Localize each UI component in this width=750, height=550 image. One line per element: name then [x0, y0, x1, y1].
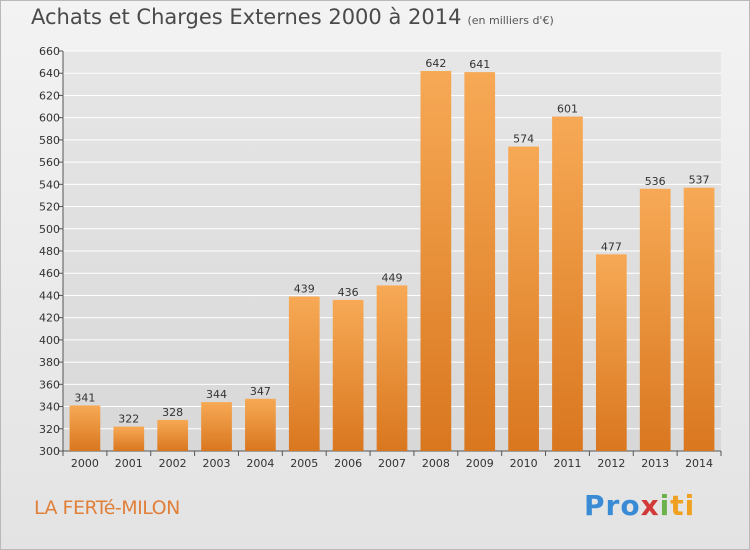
bar: [113, 426, 145, 451]
data-label: 347: [250, 385, 271, 398]
bar: [508, 146, 539, 452]
logo-part-2: x: [640, 489, 660, 522]
bar: [288, 296, 320, 451]
chart-title-text: Achats et Charges Externes 2000 à 2014: [31, 5, 462, 29]
proxiti-logo: Proxiti: [584, 489, 695, 522]
chart-title: Achats et Charges Externes 2000 à 2014 (e…: [31, 5, 554, 29]
data-label: 574: [513, 133, 534, 146]
commune-name: LA FERTé-MILON: [34, 497, 180, 519]
bar: [552, 116, 583, 452]
y-tick-label: 380: [39, 356, 60, 369]
x-tick-label: 2001: [115, 457, 143, 470]
data-label: 601: [557, 103, 578, 116]
logo-part-1: Pro: [584, 489, 641, 522]
y-tick-label: 540: [39, 178, 60, 191]
y-tick-label: 580: [39, 134, 60, 147]
y-tick-label: 400: [39, 334, 60, 347]
x-tick-label: 2010: [510, 457, 538, 470]
x-tick-label: 2002: [159, 457, 187, 470]
x-tick-label: 2000: [71, 457, 99, 470]
y-tick-label: 500: [39, 223, 60, 236]
y-tick-label: 600: [39, 112, 60, 125]
data-label: 536: [645, 175, 666, 188]
bar: [157, 419, 189, 451]
y-tick-label: 340: [39, 401, 60, 414]
y-tick-label: 560: [39, 156, 60, 169]
bar: [420, 71, 452, 451]
bar: [464, 72, 496, 451]
x-tick-label: 2004: [246, 457, 274, 470]
data-label: 322: [118, 413, 139, 426]
y-tick-label: 320: [39, 423, 60, 436]
x-tick-label: 2007: [378, 457, 406, 470]
y-tick-label: 520: [39, 201, 60, 214]
logo-part-4: ti: [670, 489, 696, 522]
data-label: 477: [601, 240, 622, 253]
bar: [639, 188, 671, 451]
data-label: 328: [162, 406, 183, 419]
x-tick-label: 2005: [290, 457, 318, 470]
data-label: 344: [206, 388, 227, 401]
y-tick-label: 420: [39, 312, 60, 325]
data-label: 439: [294, 283, 315, 296]
x-tick-label: 2009: [466, 457, 494, 470]
y-tick-label: 300: [39, 445, 60, 458]
data-label: 642: [425, 57, 446, 70]
bar: [376, 285, 408, 451]
data-label: 641: [469, 58, 490, 71]
data-label: 436: [338, 286, 359, 299]
x-tick-label: 2003: [203, 457, 231, 470]
y-tick-label: 440: [39, 289, 60, 302]
bar: [69, 405, 101, 451]
data-label: 537: [689, 174, 710, 187]
bar: [201, 402, 232, 451]
chart-subtitle: (en milliers d'€): [467, 14, 554, 27]
logo-part-3: i: [659, 489, 671, 522]
bar: [332, 299, 364, 451]
x-tick-label: 2014: [685, 457, 713, 470]
y-tick-label: 480: [39, 245, 60, 258]
x-tick-label: 2013: [641, 457, 669, 470]
x-tick-label: 2011: [553, 457, 581, 470]
data-label: 341: [74, 391, 95, 404]
y-tick-label: 640: [39, 67, 60, 80]
x-tick-label: 2012: [597, 457, 625, 470]
x-tick-label: 2008: [422, 457, 450, 470]
bar: [683, 187, 715, 451]
x-tick-label: 2006: [334, 457, 362, 470]
data-label: 449: [382, 271, 403, 284]
bar: [245, 398, 276, 451]
y-tick-label: 660: [39, 45, 60, 58]
y-tick-label: 620: [39, 89, 60, 102]
y-tick-label: 360: [39, 378, 60, 391]
y-tick-label: 460: [39, 267, 60, 280]
bar: [595, 254, 627, 451]
